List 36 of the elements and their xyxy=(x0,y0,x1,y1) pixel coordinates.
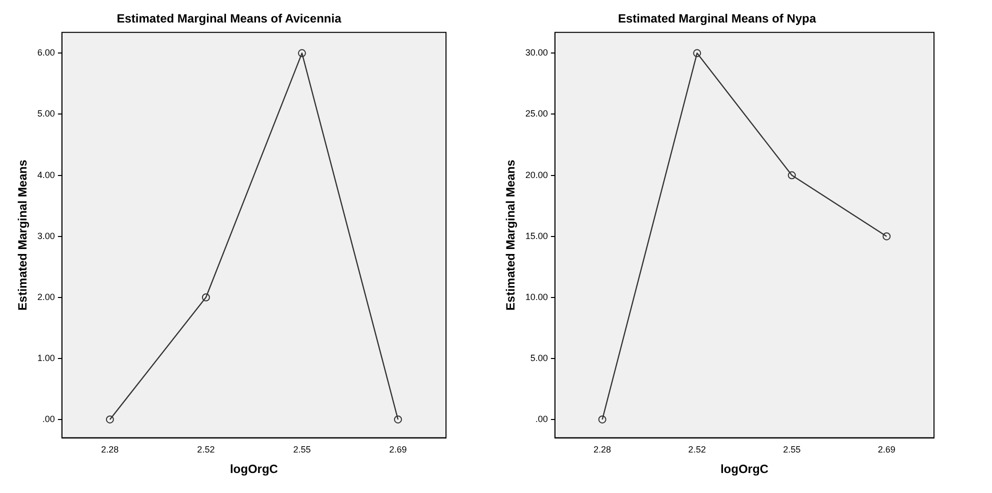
y-tick-label: 15.00 xyxy=(525,230,548,241)
y-tick-label: 25.00 xyxy=(525,108,548,119)
x-tick-label: 2.52 xyxy=(197,444,215,455)
point xyxy=(298,49,306,58)
y-axis-title: Estimated Marginal Means xyxy=(16,159,30,310)
y-tick-label: 6.00 xyxy=(37,48,55,58)
y-tick-label: 30.00 xyxy=(525,48,548,58)
x-tick-label: 2.28 xyxy=(594,444,612,455)
y-tick-label: 5.00 xyxy=(37,108,55,119)
y-tick-label: 4.00 xyxy=(37,170,55,180)
point xyxy=(788,171,796,180)
y-tick-label: .00 xyxy=(535,414,548,424)
point xyxy=(394,415,402,424)
y-tick-label: 5.00 xyxy=(530,352,548,363)
x-tick-label: 2.52 xyxy=(688,444,706,455)
x-axis-title: logOrgC xyxy=(720,462,769,476)
y-tick-label: 2.00 xyxy=(37,292,55,302)
y-tick-label: .00 xyxy=(42,414,55,424)
chart-title: Estimated Marginal Means of Avicennia xyxy=(116,12,342,26)
point xyxy=(693,49,702,58)
x-tick-label: 2.55 xyxy=(783,444,801,455)
point xyxy=(202,293,210,302)
x-tick-label: 2.69 xyxy=(389,444,407,455)
point xyxy=(106,415,114,424)
x-axis-title: logOrgC xyxy=(230,462,278,476)
y-tick-label: 10.00 xyxy=(525,292,548,302)
x-tick-label: 2.69 xyxy=(878,444,896,455)
y-tick-label: 20.00 xyxy=(525,170,548,180)
point xyxy=(882,232,891,240)
point xyxy=(598,415,606,424)
y-tick-label: 3.00 xyxy=(37,230,55,241)
y-tick-label: 1.00 xyxy=(37,352,55,363)
x-tick-label: 2.28 xyxy=(101,444,119,455)
y-axis-title: Estimated Marginal Means xyxy=(504,159,518,310)
chart-title: Estimated Marginal Means of Nypa xyxy=(618,12,816,26)
x-tick-label: 2.55 xyxy=(293,444,311,455)
